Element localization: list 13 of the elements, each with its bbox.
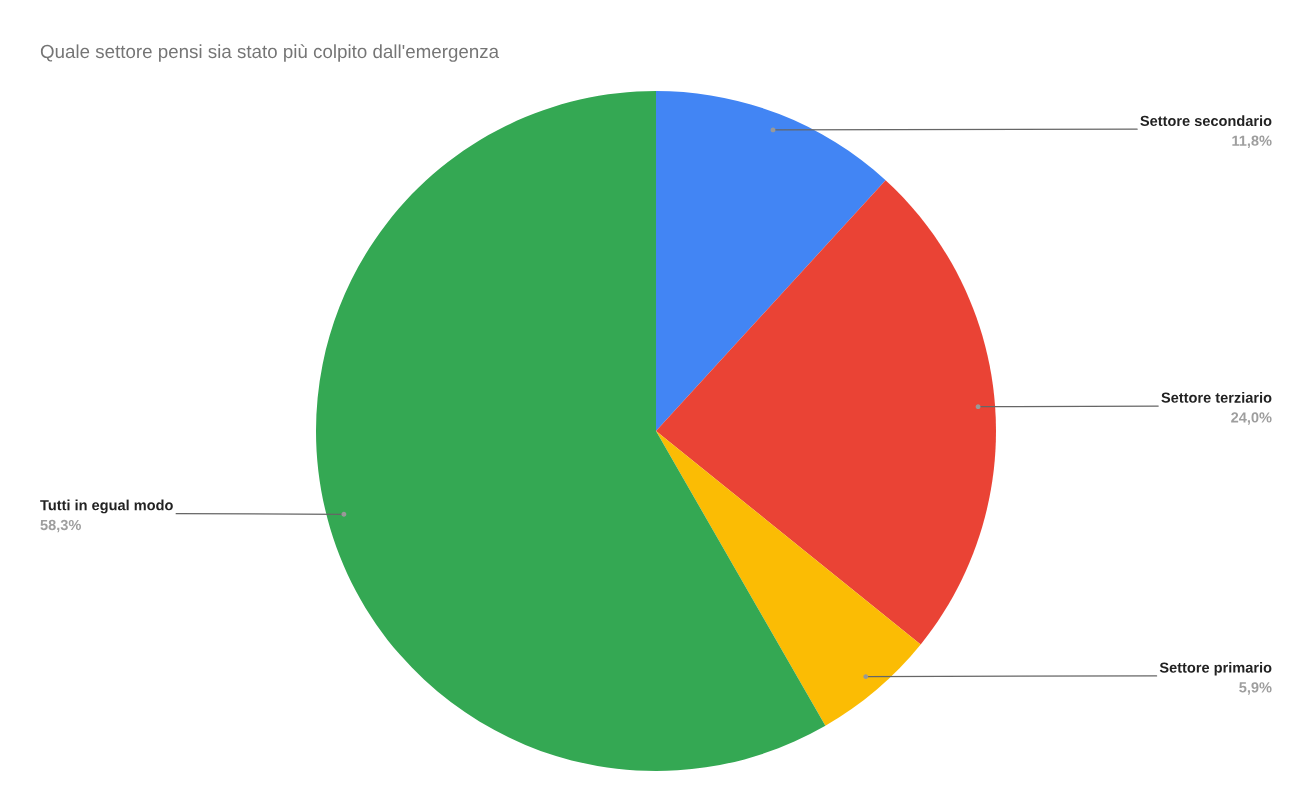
slice-label: Settore primario xyxy=(1159,662,1272,676)
data-label: 24,0% xyxy=(1231,412,1272,425)
slice-label: Settore secondario xyxy=(1140,115,1272,127)
chart-title: Quale settore pensi sia stato più colpito dall'emergenza xyxy=(40,44,500,62)
data-label: 11,8% xyxy=(1232,135,1272,148)
pie-slice xyxy=(656,91,886,431)
data-label: 58,3% xyxy=(40,519,81,533)
data-label: 5,9% xyxy=(1239,682,1272,695)
slice-label: Tutti in egual modo xyxy=(40,499,173,514)
pie-slice xyxy=(656,180,996,645)
pie-slice xyxy=(656,431,921,726)
slice-label: Settore terziario xyxy=(1161,392,1272,403)
pie-slice xyxy=(316,91,826,771)
